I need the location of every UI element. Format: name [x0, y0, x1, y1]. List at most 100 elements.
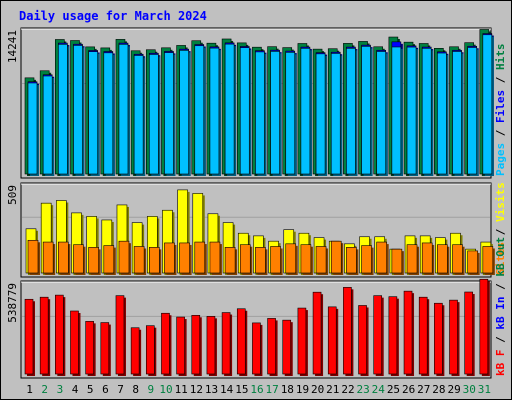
bar-pages-day-26	[406, 46, 419, 177]
bar-kbytes-day-18-face	[282, 319, 292, 375]
bar-pages-day-27	[421, 48, 434, 176]
bar-pages-day-14-face	[224, 43, 235, 175]
y-label-part: Hits	[494, 44, 507, 71]
bar-pages-day-4-face	[73, 45, 83, 175]
bar-pages-day-25	[391, 46, 403, 176]
bar-sites-day-11-face	[179, 242, 190, 274]
panel-1-y-label: Pages / Files / Hits	[494, 44, 507, 177]
bar-pages-day-2	[42, 75, 55, 176]
bar-pages-day-3	[58, 44, 70, 177]
bar-kbytes-day-4	[70, 310, 81, 376]
bar-sites-day-6	[103, 245, 116, 275]
x-tick-label-19: 19	[296, 383, 309, 396]
bar-pages-day-30	[467, 47, 479, 176]
bar-sites-day-10-face	[164, 242, 175, 274]
bar-pages-day-4	[73, 45, 85, 176]
bar-sites-day-21	[330, 240, 344, 275]
x-tick-label-11: 11	[175, 383, 188, 396]
bar-kbytes-day-13-face	[206, 316, 216, 375]
bar-pages-day-5-face	[88, 51, 98, 175]
bar-sites-day-3	[58, 241, 71, 275]
bar-sites-day-24	[376, 241, 389, 275]
bar-kbytes-day-7	[115, 295, 126, 376]
bar-sites-day-25	[391, 248, 404, 275]
y-label-part: kB Out	[494, 237, 507, 277]
bar-sites-day-4	[73, 244, 86, 275]
bar-sites-day-10	[164, 242, 177, 275]
bar-kbytes-day-26-face	[403, 290, 413, 375]
bar-kbytes-day-28	[434, 302, 445, 376]
bar-kbytes-day-8-face	[130, 327, 140, 375]
bar-pages-day-29-face	[452, 51, 462, 175]
bar-kbytes-day-17	[267, 318, 278, 376]
bar-pages-day-10-face	[164, 52, 174, 175]
bar-sites-day-2	[42, 241, 56, 275]
y-label-part: /	[494, 330, 507, 350]
bar-sites-day-24-face	[376, 241, 388, 274]
bar-sites-day-5-face	[88, 247, 99, 274]
bar-pages-day-23	[361, 46, 373, 176]
bar-pages-day-10	[164, 52, 176, 176]
x-tick-label-12: 12	[190, 383, 203, 396]
bar-sites-day-20	[315, 246, 329, 275]
bar-kbytes-day-18	[282, 319, 293, 376]
bar-kbytes-day-13	[206, 316, 217, 376]
bar-sites-day-26-face	[406, 244, 418, 274]
bar-sites-day-28-face	[437, 244, 448, 274]
bar-sites-day-25-face	[391, 248, 403, 274]
bar-sites-day-26	[406, 244, 420, 275]
chart-panels: 14241 Pages / Files / Hits 509 Sites / Visi…	[6, 27, 507, 379]
bar-sites-day-19	[300, 244, 313, 275]
x-tick-label-10: 10	[159, 383, 172, 396]
bar-pages-day-31	[482, 34, 494, 177]
bar-pages-day-14	[224, 43, 237, 176]
bar-sites-day-22-face	[346, 247, 357, 274]
x-tick-label-18: 18	[281, 383, 294, 396]
y-label-part: Sites	[494, 242, 507, 275]
bar-sites-day-30	[467, 250, 480, 275]
bar-kbytes-day-14	[221, 312, 233, 376]
x-tick-label-29: 29	[447, 383, 460, 396]
x-tick-label-5: 5	[87, 383, 94, 396]
y-label-part: /	[494, 70, 507, 90]
bar-kbytes-day-6-face	[100, 322, 110, 375]
bar-pages-day-11-face	[179, 50, 189, 175]
bar-pages-day-1	[27, 82, 39, 176]
bar-pages-day-30-face	[467, 47, 477, 175]
bar-sites-day-22	[346, 247, 359, 275]
bar-kbytes-day-19	[297, 307, 308, 376]
bar-pages-day-16-face	[255, 51, 265, 175]
bar-kbytes-day-12-face	[191, 315, 201, 375]
bar-kbytes-day-16	[252, 322, 263, 376]
chart-title: Daily usage for March 2024	[19, 9, 207, 23]
x-tick-label-14: 14	[220, 383, 234, 396]
bar-kbytes-day-24	[373, 295, 384, 376]
series-kbytes	[24, 278, 490, 376]
bar-sites-day-16	[255, 247, 268, 275]
bar-sites-day-6-face	[103, 245, 115, 274]
bar-kbytes-day-29-face	[449, 299, 458, 375]
bar-kbytes-day-22	[343, 287, 354, 376]
bar-kbytes-day-31	[479, 278, 490, 376]
bar-sites-day-13-face	[209, 241, 221, 274]
bar-kbytes-day-27	[418, 296, 430, 376]
bar-pages-day-27-face	[421, 48, 432, 175]
bar-kbytes-day-23	[358, 305, 369, 376]
bar-pages-day-19	[300, 48, 312, 176]
bar-kbytes-day-30	[464, 291, 475, 376]
bar-sites-day-5	[88, 247, 101, 275]
x-tick-label-24: 24	[372, 383, 386, 396]
bar-sites-day-15-face	[239, 244, 251, 274]
bar-sites-day-8	[133, 246, 147, 275]
bar-pages-day-5	[88, 51, 100, 176]
x-tick-label-23: 23	[357, 383, 370, 396]
bar-pages-day-23-face	[361, 46, 371, 175]
x-tick-label-28: 28	[432, 383, 445, 396]
bar-kbytes-day-22-face	[343, 287, 352, 375]
bar-pages-day-16	[255, 51, 267, 176]
panel-2-y-max-label: 509	[6, 185, 19, 205]
bar-sites-day-7	[118, 240, 131, 275]
bar-sites-day-9-face	[148, 247, 160, 274]
bar-sites-day-3-face	[58, 241, 69, 274]
bar-kbytes-day-11	[176, 316, 187, 376]
